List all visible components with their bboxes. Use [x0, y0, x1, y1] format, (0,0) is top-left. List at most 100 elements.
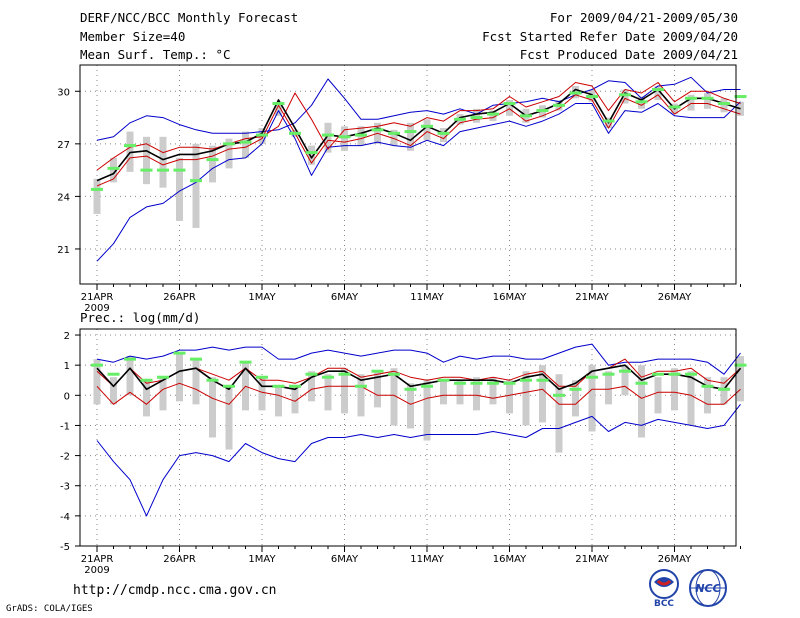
- member-spread-box: [539, 365, 546, 423]
- y-tick-label: 1: [64, 361, 70, 372]
- observed-marker: [734, 363, 747, 367]
- observed-marker: [404, 130, 417, 134]
- member-spread-box: [209, 145, 216, 183]
- produced-date-label: Fcst Produced Date 2009/04/21: [519, 47, 738, 62]
- member-spread-box: [654, 377, 662, 414]
- footer-url[interactable]: http://cmdp.ncc.cma.gov.cn: [73, 583, 277, 598]
- y-tick-label: 21: [57, 245, 70, 256]
- observed-marker: [503, 102, 516, 106]
- member-spread-box: [522, 371, 530, 426]
- observed-marker: [718, 102, 730, 106]
- observed-marker: [190, 179, 202, 183]
- observed-marker: [569, 387, 582, 391]
- member-spread-box: [93, 359, 101, 405]
- observed-marker: [487, 381, 499, 385]
- y-tick-label: -5: [60, 542, 70, 553]
- observed-marker: [355, 384, 367, 388]
- observed-marker: [190, 357, 202, 361]
- member-spread-box: [308, 145, 315, 165]
- member-spread-box: [159, 136, 167, 188]
- observed-marker: [157, 375, 169, 379]
- observed-marker: [173, 351, 186, 355]
- chart-title: DERF/NCC/BCC Monthly Forecast: [80, 10, 299, 25]
- member-spread-box: [506, 100, 513, 116]
- observed-marker: [652, 88, 664, 92]
- member-spread-box: [704, 377, 711, 414]
- member-spread-box: [473, 377, 480, 411]
- y-tick-label: 30: [57, 87, 70, 98]
- y-tick-label: -1: [60, 421, 70, 432]
- observed-marker: [371, 128, 384, 132]
- observed-marker: [454, 381, 466, 385]
- member-spread-box: [159, 377, 167, 411]
- observed-marker: [470, 116, 483, 120]
- precip-panel-title: Prec.: log(mm/d): [80, 310, 200, 325]
- member-spread-box: [440, 380, 447, 405]
- member-spread-box: [704, 93, 711, 109]
- precipitation-panel: -5 -4 -3 -2 -1 0 1 2 21APR 26APR 1MAY 6MAY 11MAY 16MA…: [60, 328, 747, 576]
- member-spread-box: [291, 386, 299, 414]
- observed-marker: [223, 384, 235, 388]
- x-tick-label: 26MAY: [658, 554, 692, 565]
- observed-marker: [619, 369, 631, 373]
- member-spread-box: [440, 128, 447, 143]
- observed-marker: [701, 96, 714, 100]
- observed-marker: [421, 124, 433, 128]
- observed-marker: [239, 140, 252, 144]
- observed-marker: [371, 369, 384, 373]
- observed-marker: [322, 375, 334, 379]
- x-tick-label: 21MAY: [575, 554, 609, 565]
- y-tick-label: -4: [60, 512, 70, 523]
- observed-marker: [91, 187, 103, 191]
- lower-band-line: [96, 94, 741, 187]
- observed-marker: [289, 384, 301, 388]
- member-spread-box: [423, 119, 431, 141]
- member-spread-box: [605, 371, 612, 405]
- observed-marker: [602, 372, 615, 376]
- member-spread-box: [720, 377, 728, 405]
- member-spread-box: [390, 368, 398, 426]
- member-spread-box: [275, 386, 282, 417]
- observed-marker: [487, 112, 499, 116]
- upper-band-line: [96, 82, 741, 171]
- x-tick-label: 21MAY: [575, 292, 609, 303]
- observed-marker: [388, 372, 400, 376]
- member-spread-box: [308, 371, 315, 402]
- observed-marker: [140, 168, 153, 172]
- x-tick-label: 21APR: [81, 292, 114, 303]
- observed-marker: [272, 384, 285, 388]
- member-spread-box: [720, 98, 728, 113]
- x-tick-label: 1MAY: [248, 292, 276, 303]
- x-tick-label: 16MAY: [493, 554, 527, 565]
- observed-marker: [305, 372, 318, 376]
- member-spread-box: [341, 126, 348, 151]
- panel-frame: [79, 328, 737, 547]
- member-spread-box: [209, 377, 216, 438]
- member-spread-box: [176, 157, 183, 221]
- observed-marker: [107, 166, 120, 170]
- member-spread-box: [407, 383, 414, 429]
- member-spread-box: [192, 143, 200, 228]
- member-spread-box: [456, 380, 464, 405]
- observed-marker: [503, 381, 516, 385]
- member-spread-box: [407, 122, 414, 151]
- x-tick-label: 21APR: [81, 554, 114, 565]
- x-tick-label: 11MAY: [410, 554, 444, 565]
- observed-marker: [635, 100, 648, 104]
- observed-marker: [437, 131, 450, 135]
- member-spread-box: [242, 131, 249, 158]
- x-year-label: 2009: [84, 303, 109, 314]
- member-spread-box: [324, 122, 332, 153]
- observed-marker: [404, 387, 417, 391]
- observed-marker: [520, 114, 532, 118]
- observed-marker: [173, 168, 186, 172]
- ncc-logo-text: NCC: [695, 582, 720, 595]
- member-spread-box: [555, 374, 563, 453]
- max-envelope-line: [96, 76, 741, 141]
- observed-marker: [272, 102, 285, 106]
- x-tick-label: 26MAY: [658, 292, 692, 303]
- y-tick-label: 27: [57, 140, 70, 151]
- observed-marker: [454, 117, 466, 121]
- observed-marker: [470, 381, 483, 385]
- observed-marker: [388, 131, 400, 135]
